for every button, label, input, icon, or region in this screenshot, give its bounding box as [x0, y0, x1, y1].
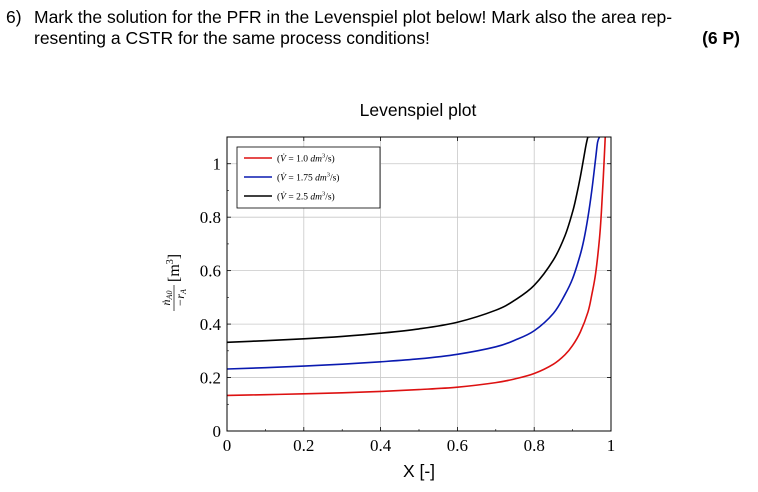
y-tick-label-4: 0.8: [200, 208, 221, 227]
y-label-unit: [m3]: [165, 254, 183, 282]
y-tick-label-0: 0: [213, 422, 222, 441]
y-tick-labels: 0 0.2 0.4 0.6 0.8 1: [200, 155, 222, 441]
question-text-line2: resenting a CSTR for the same process co…: [34, 28, 430, 48]
x-tick-label-5: 1: [607, 436, 616, 455]
y-label-numerator: ṅA0: [159, 291, 174, 306]
x-tick-label-2: 0.4: [370, 436, 392, 455]
series-line-0: [227, 137, 607, 397]
legend: (V̇ = 1.0 dm3/s) (V̇ = 1.75 dm3/s) (V̇ = 2…: [236, 146, 381, 209]
plot-frame: [226, 136, 612, 432]
series-line-2: [227, 137, 590, 344]
y-axis-label: ṅA0 −rA [m3]: [159, 254, 188, 311]
series-line-1: [227, 137, 601, 370]
question-number: 6): [6, 7, 22, 27]
y-tick-label-5: 1: [213, 155, 222, 174]
x-tick-label-0: 0: [223, 436, 232, 455]
x-axis-label: X [-]: [403, 461, 435, 481]
x-tick-labels: 0 0.2 0.4 0.6 0.8 1: [223, 436, 616, 455]
question-points: (6 P): [702, 28, 740, 48]
x-tick-label-4: 0.8: [524, 436, 545, 455]
legend-label-0: (V̇ = 1.0 dm3/s): [277, 153, 335, 165]
y-label-denominator: −rA: [173, 289, 188, 307]
legend-label-1: (V̇ = 1.75 dm3/s): [277, 172, 339, 184]
y-tick-label-1: 0.2: [200, 369, 221, 388]
x-tick-label-1: 0.2: [293, 436, 314, 455]
y-tick-label-2: 0.4: [200, 315, 222, 334]
x-tick-label-3: 0.6: [447, 436, 468, 455]
legend-label-2: (V̇ = 2.5 dm3/s): [277, 191, 335, 203]
chart-title: Levenspiel plot: [360, 100, 477, 120]
question-text-line1: Mark the solution for the PFR in the Lev…: [34, 7, 673, 27]
y-tick-label-3: 0.6: [200, 262, 221, 281]
series-lines: [227, 137, 607, 397]
